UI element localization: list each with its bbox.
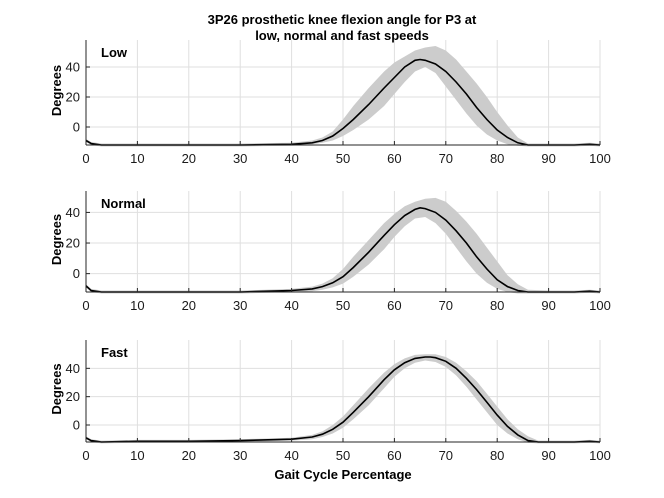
x-tick-label: 0 bbox=[82, 151, 89, 166]
x-tick-label: 100 bbox=[589, 448, 611, 463]
std-band-normal bbox=[86, 197, 600, 294]
mean-line-fast bbox=[85, 356, 601, 443]
x-tick-label: 60 bbox=[387, 298, 401, 313]
x-tick-label: 90 bbox=[541, 448, 555, 463]
y-axis-label: Degrees bbox=[49, 363, 64, 414]
x-tick-label: 60 bbox=[387, 151, 401, 166]
y-tick-label: 40 bbox=[66, 205, 80, 220]
std-band-low bbox=[86, 46, 600, 147]
chart-title-line-1: 3P26 prosthetic knee flexion angle for P… bbox=[208, 12, 477, 27]
y-tick-label: 20 bbox=[66, 90, 80, 105]
x-tick-label: 10 bbox=[130, 151, 144, 166]
x-tick-label: 20 bbox=[182, 151, 196, 166]
chart-title-line-2: low, normal and fast speeds bbox=[255, 28, 429, 43]
x-tick-label: 30 bbox=[233, 298, 247, 313]
x-tick-label: 90 bbox=[541, 298, 555, 313]
x-tick-label: 20 bbox=[182, 298, 196, 313]
x-tick-label: 50 bbox=[336, 151, 350, 166]
y-axis-label: Degrees bbox=[49, 65, 64, 116]
x-tick-label: 40 bbox=[284, 298, 298, 313]
x-tick-label: 100 bbox=[589, 151, 611, 166]
x-tick-label: 70 bbox=[439, 298, 453, 313]
y-tick-label: 20 bbox=[66, 236, 80, 251]
y-tick-label: 0 bbox=[73, 266, 80, 281]
x-tick-label: 50 bbox=[336, 448, 350, 463]
x-tick-label: 40 bbox=[284, 448, 298, 463]
y-tick-label: 20 bbox=[66, 389, 80, 404]
x-tick-label: 50 bbox=[336, 298, 350, 313]
y-tick-label: 40 bbox=[66, 361, 80, 376]
x-tick-label: 70 bbox=[439, 448, 453, 463]
x-tick-label: 10 bbox=[130, 448, 144, 463]
y-tick-label: 0 bbox=[73, 418, 80, 433]
y-tick-label: 40 bbox=[66, 60, 80, 75]
x-tick-label: 60 bbox=[387, 448, 401, 463]
x-tick-label: 30 bbox=[233, 448, 247, 463]
x-tick-label: 90 bbox=[541, 151, 555, 166]
x-tick-label: 10 bbox=[130, 298, 144, 313]
x-tick-label: 20 bbox=[182, 448, 196, 463]
x-tick-label: 30 bbox=[233, 151, 247, 166]
panel-label: Low bbox=[101, 45, 128, 60]
x-tick-label: 80 bbox=[490, 298, 504, 313]
y-tick-label: 0 bbox=[73, 120, 80, 135]
x-tick-label: 0 bbox=[82, 298, 89, 313]
y-axis-label: Degrees bbox=[49, 214, 64, 265]
x-tick-label: 80 bbox=[490, 448, 504, 463]
std-band-fast bbox=[86, 354, 600, 444]
x-axis-label: Gait Cycle Percentage bbox=[274, 467, 411, 482]
x-tick-label: 100 bbox=[589, 298, 611, 313]
panel-label: Normal bbox=[101, 196, 146, 211]
x-tick-label: 80 bbox=[490, 151, 504, 166]
x-tick-label: 70 bbox=[439, 151, 453, 166]
x-tick-label: 40 bbox=[284, 151, 298, 166]
panel-label: Fast bbox=[101, 345, 128, 360]
x-tick-label: 0 bbox=[82, 448, 89, 463]
